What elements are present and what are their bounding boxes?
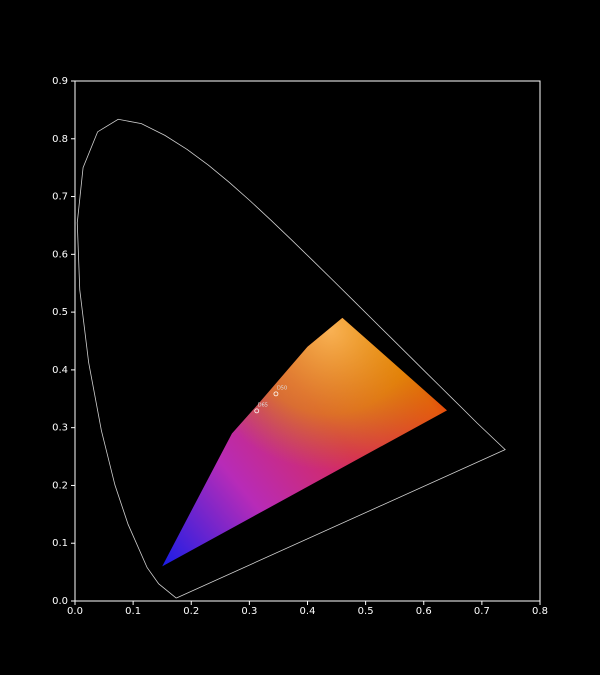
- plot-frame: [74, 80, 541, 602]
- plot-area: D50 D65: [74, 80, 541, 602]
- y-tick-label: 0.6: [52, 249, 68, 260]
- y-tick-label: 0.0: [52, 596, 68, 607]
- gamut-cloud-highlight: [162, 317, 447, 567]
- y-tick-label: 0.1: [52, 538, 68, 549]
- y-tick-label: 0.5: [52, 307, 68, 318]
- y-tick-label: 0.3: [52, 423, 68, 434]
- spectral-locus: [76, 118, 506, 599]
- y-tick-label: 0.2: [52, 480, 68, 491]
- x-tick-label: 0.7: [474, 606, 490, 617]
- x-tick-label: 0.4: [300, 606, 316, 617]
- x-tick-label: 0.2: [183, 606, 199, 617]
- point-label: D50: [277, 385, 287, 391]
- x-tick-label: 0.6: [416, 606, 432, 617]
- white-point: [273, 391, 279, 397]
- x-tick-label: 0.1: [125, 606, 141, 617]
- x-tick-label: 0.8: [532, 606, 548, 617]
- y-tick-label: 0.9: [52, 76, 68, 87]
- white-point: [254, 408, 260, 414]
- y-tick-label: 0.7: [52, 192, 68, 203]
- x-tick-label: 0.3: [241, 606, 257, 617]
- y-tick-label: 0.4: [52, 365, 68, 376]
- x-tick-label: 0.5: [358, 606, 374, 617]
- point-label: D65: [258, 402, 268, 408]
- x-tick-label: 0.0: [67, 606, 83, 617]
- y-tick-label: 0.8: [52, 134, 68, 145]
